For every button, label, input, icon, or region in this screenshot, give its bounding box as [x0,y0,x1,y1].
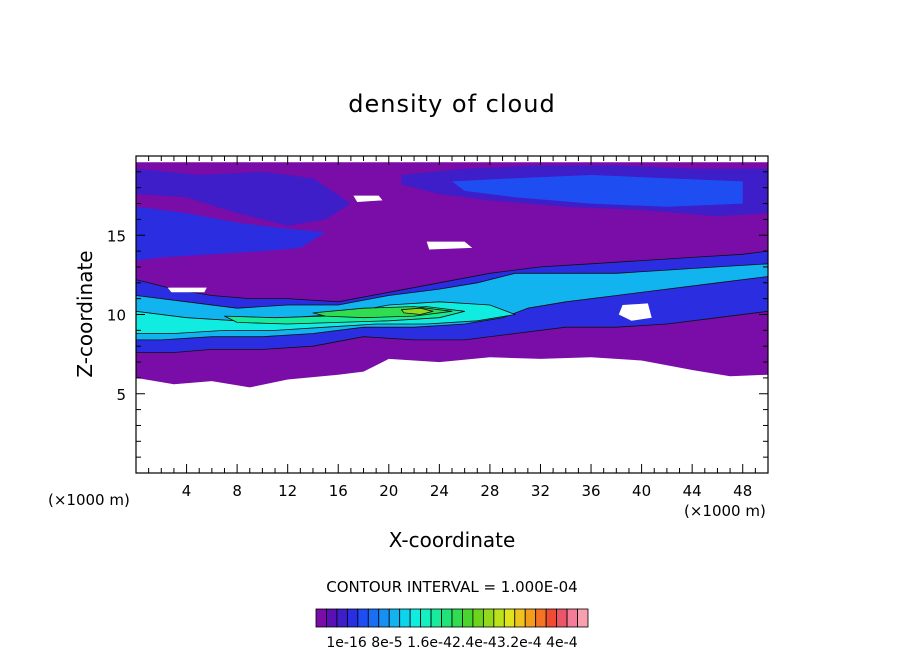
colorbar-swatch [409,608,422,628]
contour-interval-text: CONTOUR INTERVAL = 1.000E-04 [326,578,577,596]
colorbar-swatch [388,608,401,628]
x-tick-label: 24 [430,482,449,500]
colorbar-swatch [462,608,474,628]
x-tick-label: 4 [182,482,192,500]
x-tick-label: 16 [329,482,348,500]
y-tick-label: 10 [107,307,126,325]
cloud-band-2 [136,206,326,261]
x-unit-left: (×1000 m) [48,491,130,509]
y-axis-ticks: 5 10 15 [107,171,768,458]
y-axis-label: Z-coordinate [73,250,97,377]
chart-title: density of cloud [348,90,555,118]
colorbar-swatch [472,608,484,628]
colorbar-swatch [577,608,589,628]
x-tick-label: 44 [683,482,702,500]
plot-area [135,162,769,388]
x-axis-ticks: 4 8 12 16 20 24 28 32 36 40 44 48 [148,156,756,500]
cloud-gap-1 [426,241,473,250]
colorbar-swatch [399,608,411,628]
colorbar-labels: 1e-16 8e-5 1.6e-42.4e-43.2e-4 4e-4 [326,635,577,651]
colorbar-swatch [367,608,380,628]
colorbar-swatch [378,608,390,628]
x-tick-label: 8 [232,482,242,500]
x-tick-label: 12 [278,482,297,500]
colorbar-swatch [524,608,537,628]
x-tick-label: 32 [531,482,550,500]
colorbar-swatch [336,608,348,628]
cloud-gap-3 [167,287,207,293]
x-tick-label: 28 [480,482,499,500]
x-tick-label: 40 [632,482,651,500]
colorbar [315,608,589,628]
colorbar-swatch [566,608,578,628]
x-tick-label: 20 [379,482,398,500]
cloud-gap-0 [353,195,383,202]
colorbar-swatch [545,608,558,628]
x-tick-label: 48 [733,482,752,500]
cloud-band-10 [400,307,434,315]
colorbar-swatch [535,608,547,628]
cloud-band-4 [452,175,743,207]
y-tick-label: 5 [116,386,126,404]
colorbar-swatch [315,608,327,628]
colorbar-swatch [482,608,495,628]
colorbar-swatch [556,608,568,628]
cloud-band-1 [136,168,351,226]
x-tick-label: 36 [581,482,600,500]
colorbar-swatch [326,608,338,628]
colorbar-swatch [451,608,463,628]
colorbar-swatch [503,608,516,628]
y-tick-label: 15 [107,227,126,245]
colorbar-swatch [420,608,432,628]
colorbar-swatch [357,608,369,628]
x-unit-right: (×1000 m) [684,502,766,520]
x-axis-label: X-coordinate [389,528,516,552]
colorbar-swatch [514,608,526,628]
colorbar-swatch [346,608,359,628]
cloud-gap-2 [618,303,652,321]
colorbar-swatch [493,608,505,628]
colorbar-swatch [441,608,453,628]
colorbar-swatch [430,608,442,628]
